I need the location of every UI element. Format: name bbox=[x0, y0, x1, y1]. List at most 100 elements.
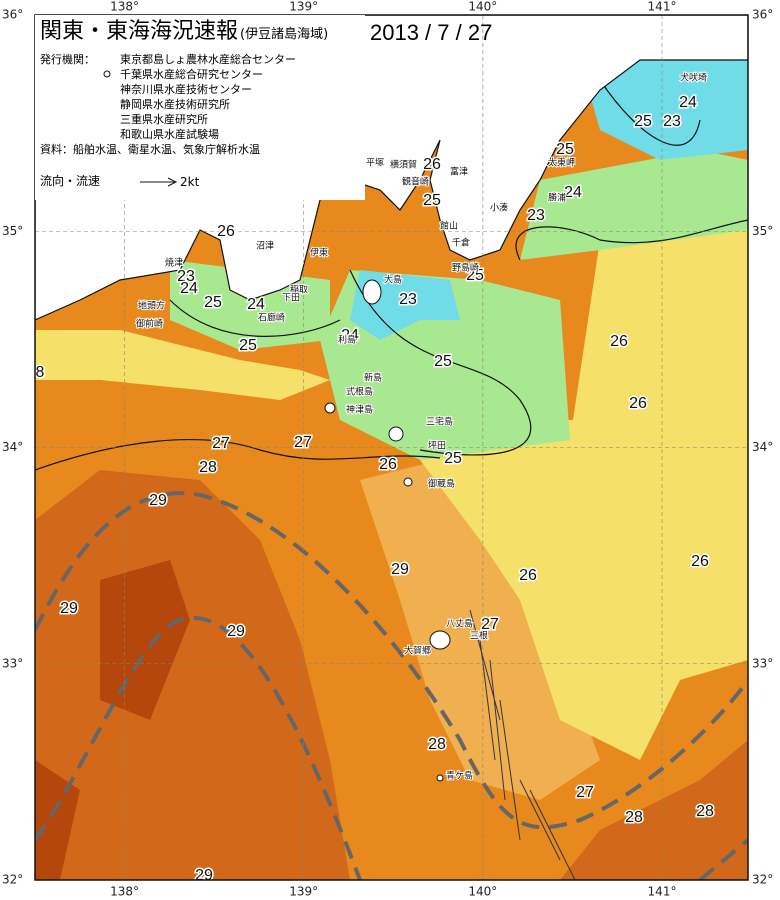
sea-29 bbox=[35, 470, 350, 880]
isotherm-label: 25 bbox=[634, 113, 652, 130]
place-name: 富津 bbox=[450, 166, 468, 178]
isotherm-label: 26 bbox=[217, 223, 235, 240]
place-name: 稲取 bbox=[290, 284, 308, 296]
isotherm-label: 27 bbox=[294, 434, 312, 451]
isotherm-label: 24 bbox=[180, 280, 198, 297]
lat-label: 32° bbox=[752, 873, 773, 887]
place-name: 神津島 bbox=[346, 404, 373, 416]
current-vectors bbox=[469, 609, 576, 880]
isotherm-label: 25 bbox=[444, 450, 462, 467]
isotherm-label: 27 bbox=[212, 435, 230, 452]
place-name: 小湊 bbox=[490, 202, 508, 214]
island bbox=[403, 477, 413, 487]
place-name: 平塚 bbox=[366, 158, 384, 169]
isotherm-label: 29 bbox=[227, 623, 245, 640]
vector bbox=[469, 609, 576, 880]
issuer: 東京都島しょ農林水産総合センター bbox=[120, 52, 296, 66]
current-axis bbox=[698, 838, 748, 880]
labels: 2425232524232625262523262324252425242526… bbox=[34, 71, 715, 886]
place-name: 沼津 bbox=[256, 241, 274, 252]
island bbox=[362, 279, 382, 305]
place-name: 大賀郷 bbox=[404, 645, 431, 657]
isotherm-label: 28 bbox=[625, 809, 643, 826]
isotherm-label: 26 bbox=[423, 156, 441, 173]
issuer: 神奈川県水産技術センター bbox=[120, 82, 252, 96]
place-name: 下田 bbox=[282, 293, 300, 304]
isotherm-label: 28 bbox=[428, 736, 446, 753]
isotherm-label: 24 bbox=[341, 327, 359, 344]
place-name: 野島崎 bbox=[452, 262, 479, 274]
isotherm bbox=[599, 79, 701, 146]
isotherm-label: 24 bbox=[247, 296, 265, 313]
currents bbox=[35, 491, 748, 880]
isotherm-label: 25 bbox=[466, 267, 484, 284]
legend-arrow bbox=[167, 177, 178, 187]
issuer: 静岡県水産技術研究所 bbox=[120, 97, 230, 111]
isotherm-label: 29 bbox=[391, 561, 409, 578]
isotherms bbox=[35, 79, 748, 471]
lat-label: 35° bbox=[2, 224, 23, 238]
issuer: 和歌山県水産試験場 bbox=[120, 127, 219, 141]
lat-label: 33° bbox=[752, 656, 773, 670]
island bbox=[324, 402, 336, 414]
isotherm-label: 25 bbox=[239, 337, 257, 354]
isotherm-label: 26 bbox=[519, 567, 537, 584]
place-name: 焼津 bbox=[165, 258, 183, 269]
place-name: 観音崎 bbox=[402, 176, 429, 188]
island bbox=[388, 426, 404, 442]
lat-label: 35° bbox=[752, 224, 773, 238]
sea-30 bbox=[35, 560, 190, 880]
isotherm bbox=[349, 269, 532, 456]
sea-29 bbox=[560, 740, 748, 880]
place-name: 御蔵島 bbox=[428, 478, 455, 490]
info-box bbox=[35, 15, 365, 200]
place-name: 館山 bbox=[440, 220, 458, 232]
isotherm-label: 26 bbox=[379, 456, 397, 473]
lat-label: 36° bbox=[2, 8, 23, 22]
isotherm bbox=[515, 219, 748, 261]
isotherm-label: 25 bbox=[204, 294, 222, 311]
frame bbox=[34, 14, 749, 881]
marker bbox=[103, 70, 111, 78]
lon-label: 140° bbox=[468, 885, 497, 899]
isotherm-label: 8 bbox=[36, 364, 45, 381]
legend-label: 流向・流速 bbox=[40, 173, 100, 188]
sources: 資料：船舶水温、衛星水温、気象庁解析水温 bbox=[40, 142, 260, 156]
lon-label: 138° bbox=[110, 885, 139, 899]
lat-label: 34° bbox=[752, 440, 773, 454]
issuer: 三重県水産研究所 bbox=[120, 112, 208, 126]
isotherm-label: 29 bbox=[195, 867, 213, 884]
lon-label: 140° bbox=[468, 0, 497, 14]
isotherm-label: 27 bbox=[481, 616, 499, 633]
isotherm bbox=[169, 299, 341, 337]
isotherm bbox=[35, 439, 441, 471]
place-name: 犬吠埼 bbox=[680, 72, 707, 84]
lat-label: 33° bbox=[2, 656, 23, 670]
place-name: 新島 bbox=[364, 372, 382, 384]
isotherm-label: 26 bbox=[691, 553, 709, 570]
isotherm-label: 25 bbox=[423, 192, 441, 209]
place-name: 八丈島 bbox=[446, 618, 473, 630]
isotherm-label: 28 bbox=[696, 803, 714, 820]
place-name: 大島 bbox=[384, 274, 402, 286]
island bbox=[436, 774, 444, 782]
lon-label: 141° bbox=[648, 885, 677, 899]
isotherm-label: 26 bbox=[629, 395, 647, 412]
sea-23 bbox=[350, 60, 748, 340]
place-name: 三根 bbox=[470, 630, 488, 642]
island bbox=[429, 630, 451, 650]
isotherm-label: 28 bbox=[199, 459, 217, 476]
place-name: 太東岬 bbox=[548, 157, 575, 169]
isotherm-label: 23 bbox=[399, 291, 417, 308]
current-axis bbox=[35, 491, 748, 830]
place-name: 地頭方 bbox=[138, 300, 165, 312]
sea-28 bbox=[360, 460, 600, 800]
current-axis bbox=[35, 616, 362, 880]
date: 2013 / 7 / 27 bbox=[370, 20, 492, 45]
place-name: 三宅島 bbox=[426, 416, 453, 428]
lat-label: 32° bbox=[2, 873, 23, 887]
lon-label: 138° bbox=[110, 0, 139, 14]
place-name: 利島 bbox=[338, 334, 356, 346]
place-name: 勝浦 bbox=[548, 192, 566, 204]
